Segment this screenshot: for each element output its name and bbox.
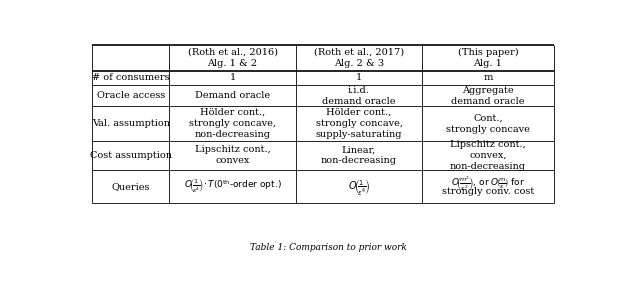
Text: Linear,
non-decreasing: Linear, non-decreasing: [321, 145, 397, 165]
Text: (Roth et al., 2016)
Alg. 1 & 2: (Roth et al., 2016) Alg. 1 & 2: [188, 48, 278, 68]
Text: Val. assumption: Val. assumption: [92, 119, 170, 128]
Text: $O\!\left(\!\frac{1}{\epsilon^4}\!\right)$: $O\!\left(\!\frac{1}{\epsilon^4}\!\right…: [348, 177, 370, 197]
Text: Table 1: Comparison to prior work: Table 1: Comparison to prior work: [250, 243, 406, 252]
Text: Hölder cont.,
strongly concave,
supply-saturating: Hölder cont., strongly concave, supply-s…: [316, 108, 403, 139]
Text: i.i.d.
demand oracle: i.i.d. demand oracle: [323, 86, 396, 106]
Text: 1: 1: [356, 73, 362, 82]
Text: m: m: [483, 73, 493, 82]
Text: # of consumers: # of consumers: [92, 73, 170, 82]
Text: Hölder cont.,
strongly concave,
non-decreasing: Hölder cont., strongly concave, non-decr…: [189, 108, 276, 139]
Text: Lipschitz cont.,
convex,
non-decreasing: Lipschitz cont., convex, non-decreasing: [450, 140, 526, 171]
Text: strongly conv. cost: strongly conv. cost: [442, 187, 534, 196]
Text: Aggregate
demand oracle: Aggregate demand oracle: [451, 86, 525, 106]
Text: Lipschitz cont.,
convex: Lipschitz cont., convex: [195, 145, 270, 165]
Text: Demand oracle: Demand oracle: [195, 91, 270, 100]
Text: Oracle access: Oracle access: [97, 91, 165, 100]
Text: (Roth et al., 2017)
Alg. 2 & 3: (Roth et al., 2017) Alg. 2 & 3: [314, 48, 404, 68]
Text: Queries: Queries: [111, 182, 150, 191]
Text: (This paper)
Alg. 1: (This paper) Alg. 1: [458, 48, 518, 68]
Text: 1: 1: [229, 73, 236, 82]
Text: $O\!\left(\!\frac{1}{\epsilon^4}\!\right)\!\cdot T(0^{\mathrm{th}}\text{-order o: $O\!\left(\!\frac{1}{\epsilon^4}\!\right…: [184, 178, 282, 195]
Text: Cost assumption: Cost assumption: [90, 151, 172, 160]
Text: Cont.,
strongly concave: Cont., strongly concave: [446, 113, 530, 134]
Text: $O\!\left(\!\frac{m^2}{\epsilon^2}\!\right)$, or $O\!\left(\!\frac{m}{\epsilon}\: $O\!\left(\!\frac{m^2}{\epsilon^2}\!\rig…: [451, 175, 525, 193]
